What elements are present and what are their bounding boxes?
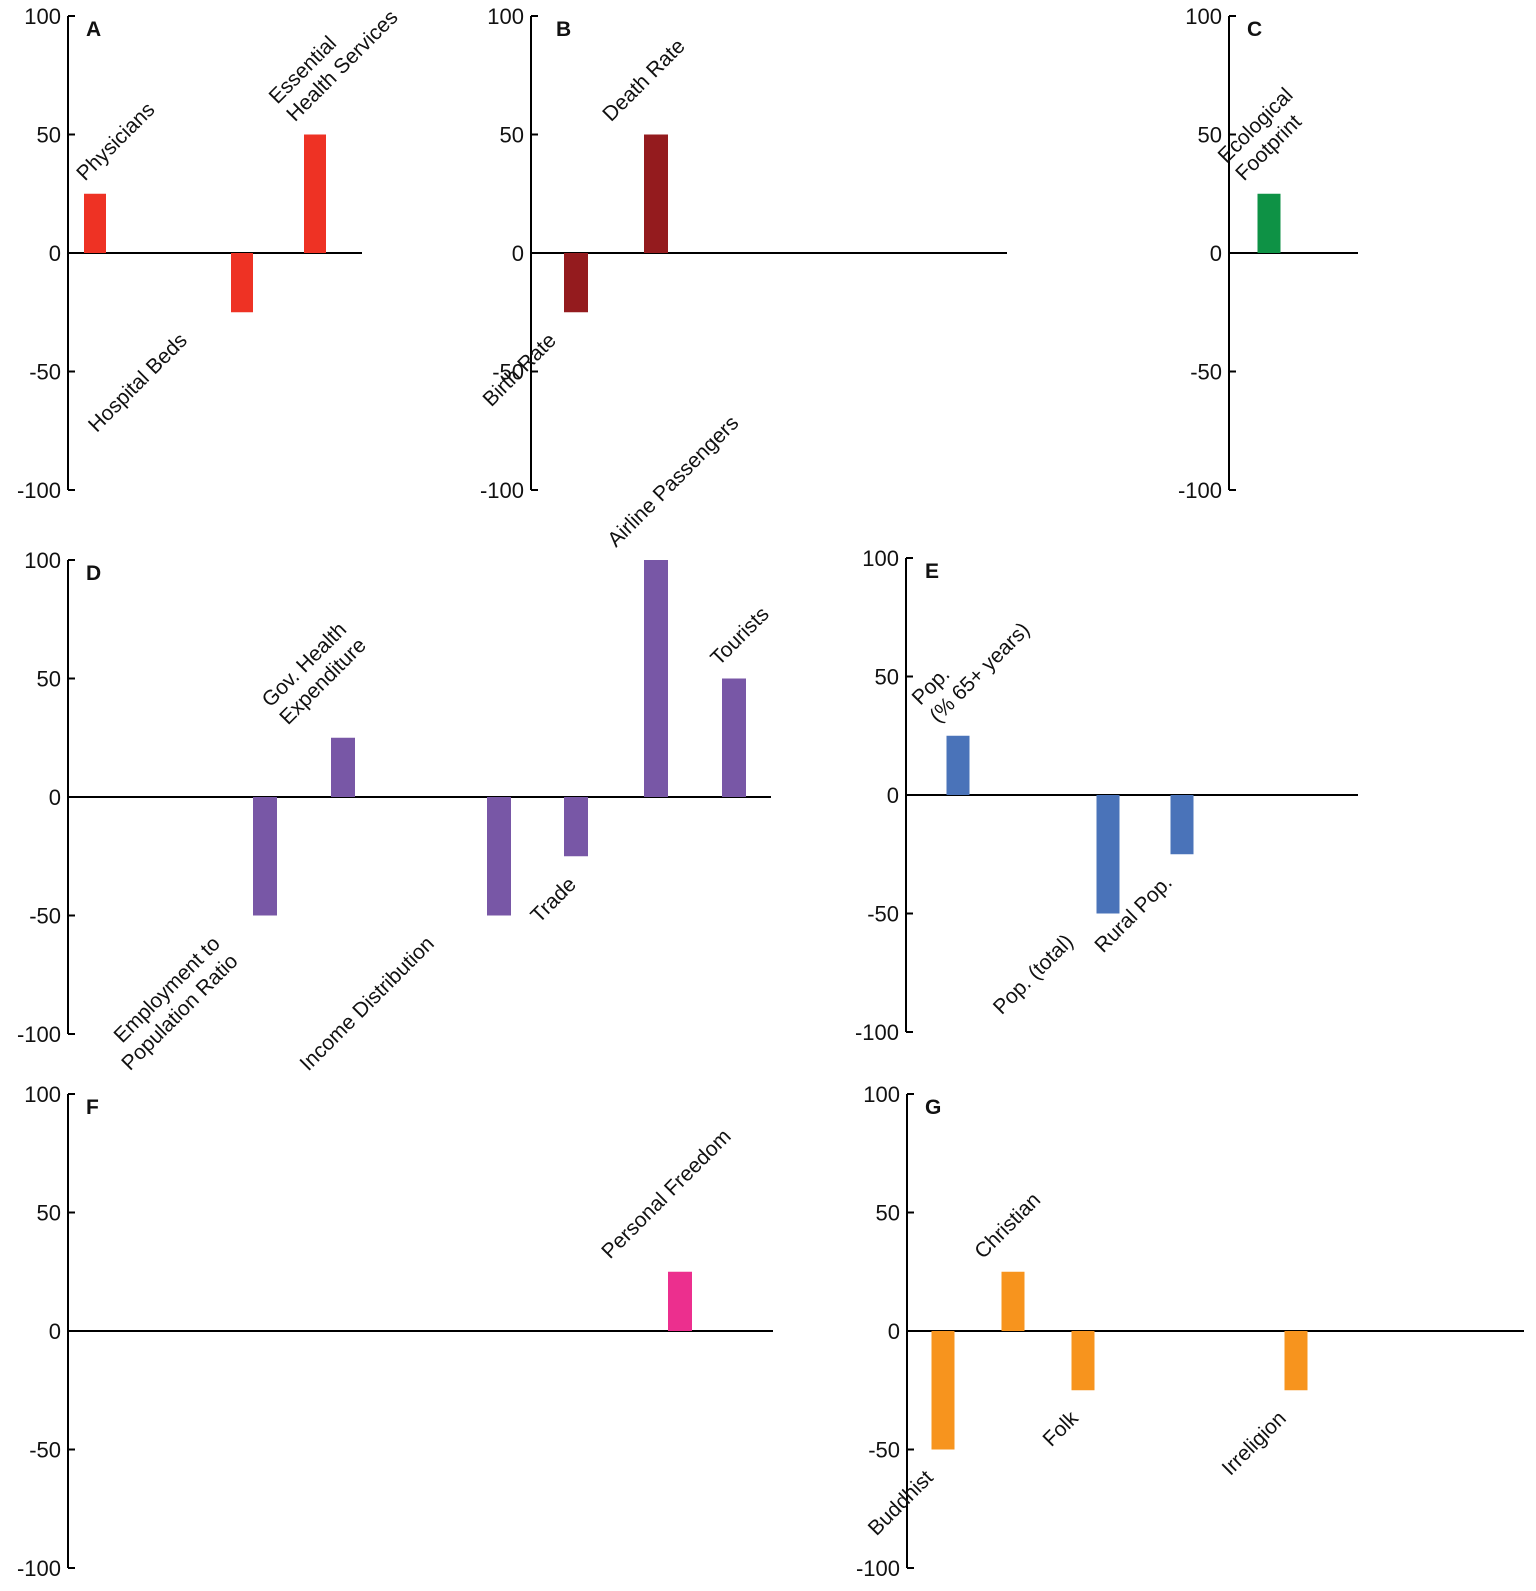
bar-f [668, 1271, 692, 1331]
bar-e [1096, 795, 1120, 914]
y-tick-label-b: 50 [500, 123, 524, 148]
bar-label-b: Death Rate [598, 35, 689, 126]
bar-label-line: Buddhist [864, 1466, 938, 1540]
bar-label-e: Pop. (total) [989, 930, 1078, 1019]
bar-b [564, 253, 588, 313]
bar-b [644, 134, 668, 253]
y-tick-label-c: -100 [1178, 478, 1222, 503]
bar-label-line: Pop. (total) [989, 930, 1078, 1019]
y-tick-label-f: 100 [24, 1082, 61, 1107]
bar-label-line: Folk [1039, 1406, 1084, 1451]
bar-a [231, 253, 253, 313]
y-tick-label-f: -50 [29, 1438, 61, 1463]
panel-letter-e: E [925, 560, 939, 583]
bar-d [644, 560, 668, 797]
y-tick-label-e: 0 [887, 783, 899, 808]
panel-letter-g: G [925, 1096, 941, 1119]
bar-label-g: Folk [1039, 1406, 1084, 1451]
bar-g [931, 1331, 955, 1450]
y-tick-label-b: -50 [492, 360, 524, 385]
bar-d [331, 737, 355, 797]
y-tick-label-d: -100 [17, 1022, 61, 1047]
bar-label-line: Tourists [706, 603, 773, 670]
y-tick-label-d: -50 [29, 904, 61, 929]
y-tick-label-e: -50 [867, 902, 899, 927]
bar-label-line: Personal Freedom [597, 1125, 735, 1263]
y-tick-label-e: 100 [862, 546, 899, 571]
y-tick-label-f: 0 [49, 1319, 61, 1344]
bar-label-d: Airline Passengers [603, 411, 743, 551]
y-tick-label-a: -100 [17, 478, 61, 503]
y-tick-label-a: 50 [37, 123, 61, 148]
bar-d [253, 797, 277, 916]
bar-label-b: Birth Rate [479, 329, 561, 411]
bar-label-line: Irreligion [1218, 1407, 1291, 1480]
bar-c [1257, 193, 1281, 253]
bar-label-line: Christian [970, 1188, 1045, 1263]
y-tick-label-c: 50 [1198, 123, 1222, 148]
bar-label-a: Physicians [72, 98, 159, 185]
bar-a [84, 193, 106, 253]
bar-label-d: Trade [526, 873, 581, 928]
y-tick-label-g: 0 [888, 1319, 900, 1344]
bar-label-g: Irreligion [1218, 1407, 1291, 1480]
y-tick-label-g: 100 [863, 1082, 900, 1107]
panel-letter-c: C [1247, 18, 1262, 41]
bar-label-g: Buddhist [864, 1466, 938, 1540]
bar-g [1001, 1271, 1025, 1331]
bar-label-line: Income Distribution [295, 932, 438, 1075]
panel-letter-a: A [86, 18, 101, 41]
bar-d [722, 678, 746, 797]
y-tick-label-e: -100 [855, 1020, 899, 1045]
panel-letter-f: F [86, 1096, 99, 1119]
bar-label-g: Christian [970, 1188, 1045, 1263]
y-tick-label-a: 100 [24, 4, 61, 29]
bar-label-f: Personal Freedom [597, 1125, 735, 1263]
y-tick-label-c: -50 [1190, 360, 1222, 385]
y-tick-label-a: 0 [49, 241, 61, 266]
y-tick-label-c: 0 [1210, 241, 1222, 266]
bar-label-a: Hospital Beds [84, 329, 192, 437]
bar-a [304, 134, 326, 253]
y-tick-label-b: 100 [487, 4, 524, 29]
y-tick-label-f: -100 [17, 1556, 61, 1581]
y-tick-label-b: -100 [480, 478, 524, 503]
bar-label-d: Income Distribution [295, 932, 438, 1075]
panel-letter-b: B [556, 18, 571, 41]
bar-label-line: Physicians [72, 98, 159, 185]
bar-d [564, 797, 588, 857]
panel-letter-d: D [86, 562, 101, 585]
bar-e [946, 735, 970, 795]
bar-label-e: Pop.(% 65+ years) [908, 618, 1035, 727]
bar-label-d: Tourists [706, 603, 773, 670]
bar-d [487, 797, 511, 916]
y-tick-label-a: -50 [29, 360, 61, 385]
y-tick-label-g: -50 [868, 1438, 900, 1463]
y-tick-label-g: 50 [876, 1201, 900, 1226]
y-tick-label-f: 50 [37, 1201, 61, 1226]
y-tick-label-g: -100 [856, 1556, 900, 1581]
bar-label-line: Birth Rate [479, 329, 561, 411]
bar-label-line: Hospital Beds [84, 329, 192, 437]
y-tick-label-e: 50 [875, 665, 899, 690]
y-tick-label-d: 0 [49, 785, 61, 810]
bar-label-line: Death Rate [598, 35, 689, 126]
y-tick-label-b: 0 [512, 241, 524, 266]
bar-g [1284, 1331, 1308, 1391]
y-tick-label-d: 50 [37, 667, 61, 692]
bar-g [1071, 1331, 1095, 1391]
bar-label-line: Trade [526, 873, 581, 928]
bar-label-line: Airline Passengers [603, 411, 743, 551]
y-tick-label-d: 100 [24, 548, 61, 573]
bar-e [1170, 795, 1194, 855]
y-tick-label-c: 100 [1185, 4, 1222, 29]
